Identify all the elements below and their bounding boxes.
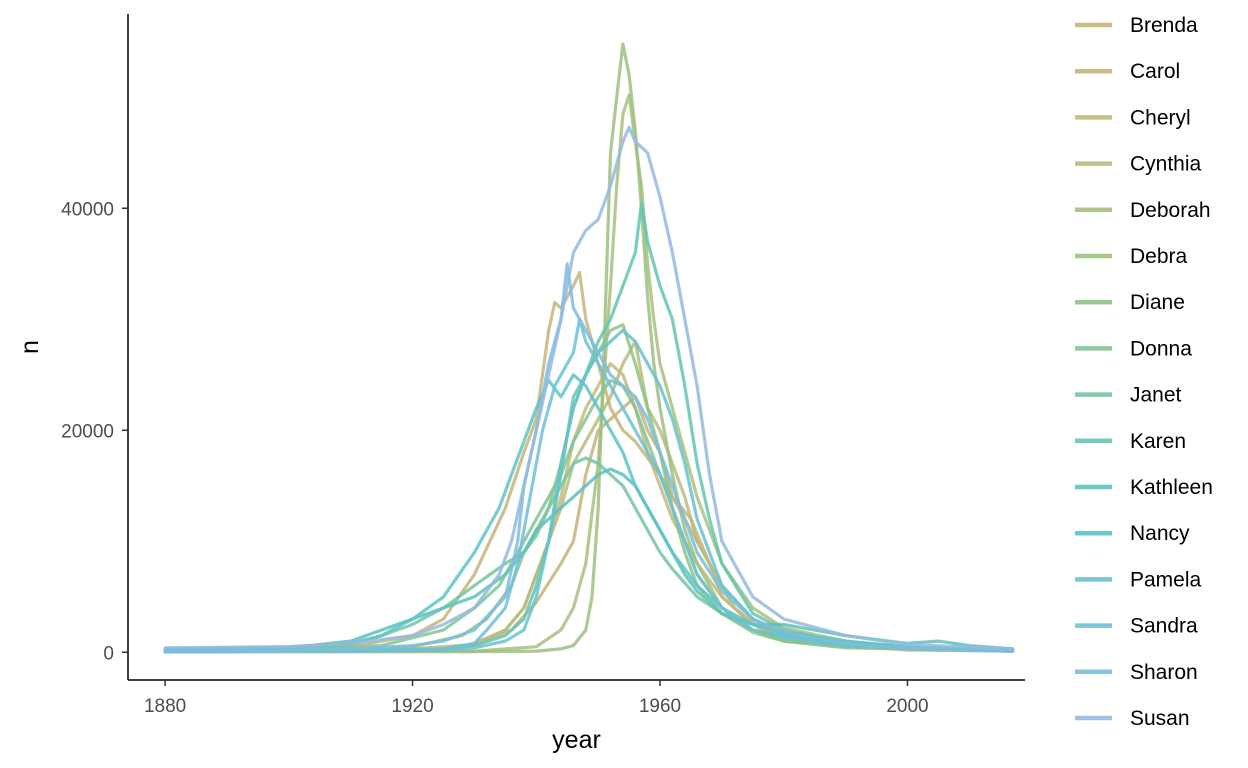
legend-item-brenda: Brenda bbox=[1075, 14, 1198, 37]
legend-item-donna: Donna bbox=[1075, 337, 1192, 360]
legend-label: Deborah bbox=[1130, 199, 1211, 222]
legend-item-cynthia: Cynthia bbox=[1075, 153, 1202, 176]
legend-item-debra: Debra bbox=[1075, 245, 1188, 268]
x-tick-label: 1880 bbox=[144, 696, 186, 717]
legend-label: Cheryl bbox=[1130, 106, 1191, 129]
legend-label: Pamela bbox=[1130, 568, 1202, 591]
series-line-sharon bbox=[163, 262, 1015, 653]
legend-label: Diane bbox=[1130, 291, 1185, 314]
y-tick-label: 0 bbox=[103, 643, 114, 664]
legend-item-nancy: Nancy bbox=[1075, 522, 1190, 545]
legend-item-carol: Carol bbox=[1075, 60, 1180, 83]
legend-item-cheryl: Cheryl bbox=[1075, 106, 1191, 129]
legend-item-sharon: Sharon bbox=[1075, 661, 1198, 684]
y-tick-label: 20000 bbox=[61, 421, 114, 442]
legend-label: Brenda bbox=[1130, 14, 1198, 37]
legend-label: Janet bbox=[1130, 384, 1182, 407]
y-axis-ticks: 0 20000 40000 bbox=[61, 199, 128, 664]
series-line-diane bbox=[163, 323, 1015, 654]
series-line-pamela bbox=[163, 328, 1015, 654]
legend-label: Cynthia bbox=[1130, 153, 1202, 176]
x-tick-label: 2000 bbox=[886, 696, 928, 717]
legend-item-diane: Diane bbox=[1075, 291, 1185, 314]
legend-item-sandra: Sandra bbox=[1075, 615, 1198, 638]
legend-label: Debra bbox=[1130, 245, 1188, 268]
legend-item-susan: Susan bbox=[1075, 707, 1190, 730]
legend-label: Donna bbox=[1130, 337, 1192, 360]
legend-label: Kathleen bbox=[1130, 476, 1213, 499]
legend-item-pamela: Pamela bbox=[1075, 568, 1202, 591]
legend-label: Sandra bbox=[1130, 615, 1198, 638]
y-axis-title: n bbox=[16, 340, 44, 354]
x-axis-ticks: 1880 1920 1960 2000 bbox=[144, 680, 929, 717]
x-axis-title: year bbox=[552, 726, 601, 754]
series-line-sandra bbox=[163, 317, 1015, 654]
series-line-karen bbox=[163, 201, 1015, 654]
legend-label: Karen bbox=[1130, 430, 1186, 453]
series-layer bbox=[163, 42, 1015, 654]
x-tick-label: 1960 bbox=[639, 696, 681, 717]
series-line-kathleen bbox=[163, 467, 1015, 652]
series-line-deborah bbox=[163, 93, 1015, 654]
legend: Brenda Carol Cheryl Cynthia Deborah Debra Dian… bbox=[1075, 14, 1213, 730]
legend-label: Nancy bbox=[1130, 522, 1190, 545]
legend-item-kathleen: Kathleen bbox=[1075, 476, 1213, 499]
legend-item-deborah: Deborah bbox=[1075, 199, 1211, 222]
legend-label: Sharon bbox=[1130, 661, 1198, 684]
series-line-susan bbox=[163, 125, 1015, 651]
legend-item-karen: Karen bbox=[1075, 430, 1186, 453]
legend-label: Susan bbox=[1130, 707, 1190, 730]
x-tick-label: 1920 bbox=[391, 696, 433, 717]
series-line-janet bbox=[163, 456, 1015, 653]
legend-label: Carol bbox=[1130, 60, 1180, 83]
legend-item-janet: Janet bbox=[1075, 384, 1182, 407]
y-tick-label: 40000 bbox=[61, 199, 114, 220]
